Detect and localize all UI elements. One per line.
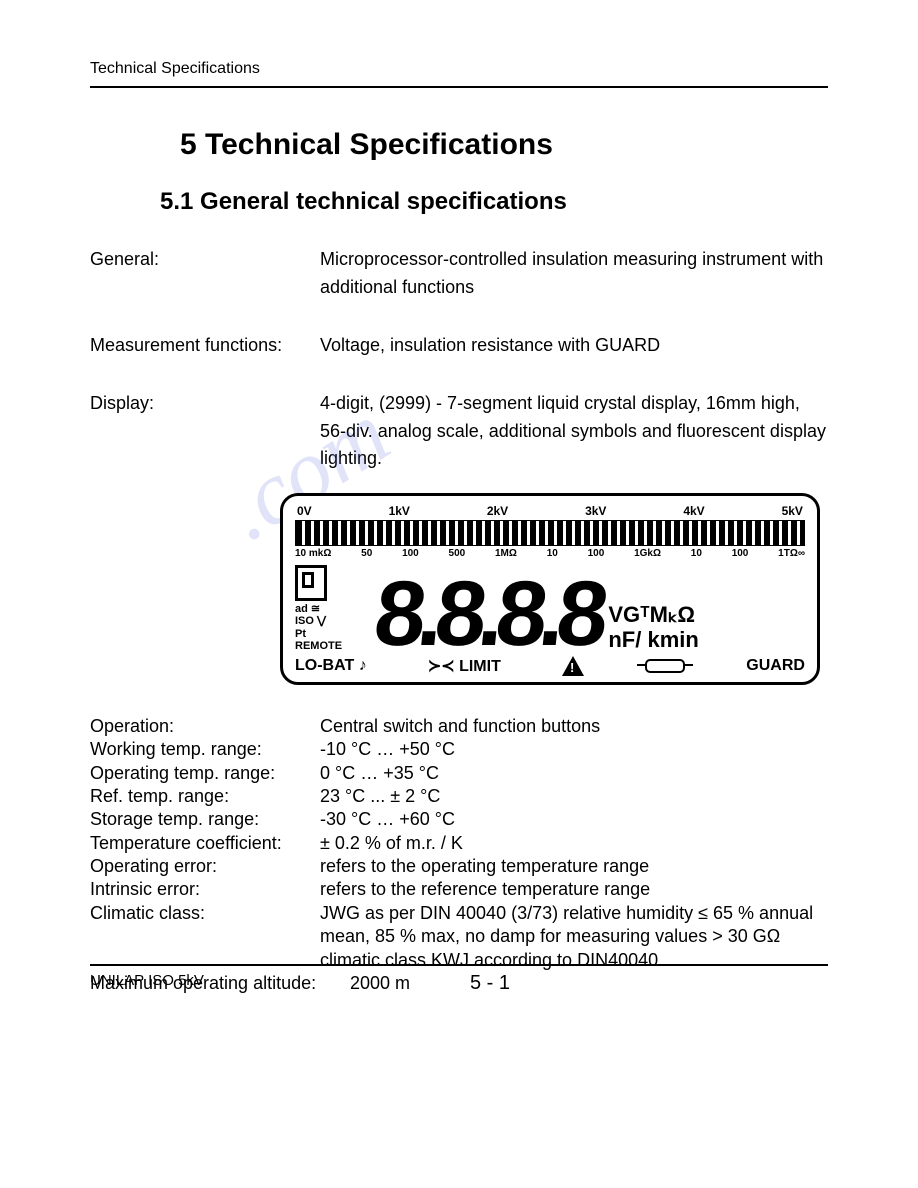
left-indicators: ad ≅ ISO ⋁ Pt REMOTE — [295, 565, 375, 651]
spec-label: General: — [90, 246, 320, 302]
header-rule — [90, 86, 828, 88]
spec-row: Working temp. range:-10 °C … +50 °C — [90, 738, 828, 761]
spec-row: Ref. temp. range: 23 °C ... ± 2 °C — [90, 785, 828, 808]
right-units: VGᵀMₖΩ nF/ kmin — [608, 603, 698, 651]
spec-row: General: Microprocessor-controlled insul… — [90, 246, 828, 302]
digits-row: ad ≅ ISO ⋁ Pt REMOTE 8.8.8.8 VGᵀMₖΩ nF/ … — [295, 565, 805, 651]
spec-row: Operation:Central switch and function bu… — [90, 715, 828, 738]
lo-bat-label: LO-BAT ♪ — [295, 657, 367, 675]
warning-icon — [562, 656, 584, 676]
spec-value: Microprocessor-controlled insulation mea… — [320, 246, 828, 302]
chapter-title: 5 Technical Specifications — [180, 128, 828, 162]
lcd-display: 0V 1kV 2kV 3kV 4kV 5kV 10 mkΩ 50 100 500… — [280, 493, 820, 684]
spec-row: Storage temp. range:-30 °C … +60 °C — [90, 808, 828, 831]
page-footer: UNILAP ISO 5kV 5 - 1 — [90, 956, 828, 995]
bar-scale — [295, 520, 805, 546]
bottom-specs: Operation:Central switch and function bu… — [90, 715, 828, 996]
spec-row: Measurement functions: Voltage, insulati… — [90, 332, 828, 360]
fuse-icon — [645, 659, 685, 673]
spec-row: Intrinsic error:refers to the reference … — [90, 878, 828, 901]
spec-value: Voltage, insulation resistance with GUAR… — [320, 332, 828, 360]
footer-model: UNILAP ISO 5kV — [90, 972, 390, 995]
section-title: 5.1 General technical specifications — [160, 188, 828, 216]
spec-row: Display: 4-digit, (2999) - 7-segment liq… — [90, 390, 828, 474]
guard-label: GUARD — [746, 657, 805, 675]
footer-pagenum: 5 - 1 — [470, 972, 510, 995]
kv-scale: 0V 1kV 2kV 3kV 4kV 5kV — [295, 504, 805, 518]
ohm-scale: 10 mkΩ 50 100 500 1MΩ 10 100 1GkΩ 10 100… — [295, 548, 805, 559]
footer-rule — [90, 964, 828, 966]
top-specs: General: Microprocessor-controlled insul… — [90, 246, 828, 473]
spec-label: Display: — [90, 390, 320, 474]
spec-label: Measurement functions: — [90, 332, 320, 360]
seven-segment-digits: 8.8.8.8 — [375, 578, 600, 652]
spec-row: Operating temp. range: 0 °C … +35 °C — [90, 762, 828, 785]
spec-value: 4-digit, (2999) - 7-segment liquid cryst… — [320, 390, 828, 474]
spec-row: Operating error:refers to the operating … — [90, 855, 828, 878]
range-box-icon — [295, 565, 327, 601]
page-header: Technical Specifications — [90, 60, 828, 78]
spec-row: Temperature coefficient:± 0.2 % of m.r. … — [90, 832, 828, 855]
